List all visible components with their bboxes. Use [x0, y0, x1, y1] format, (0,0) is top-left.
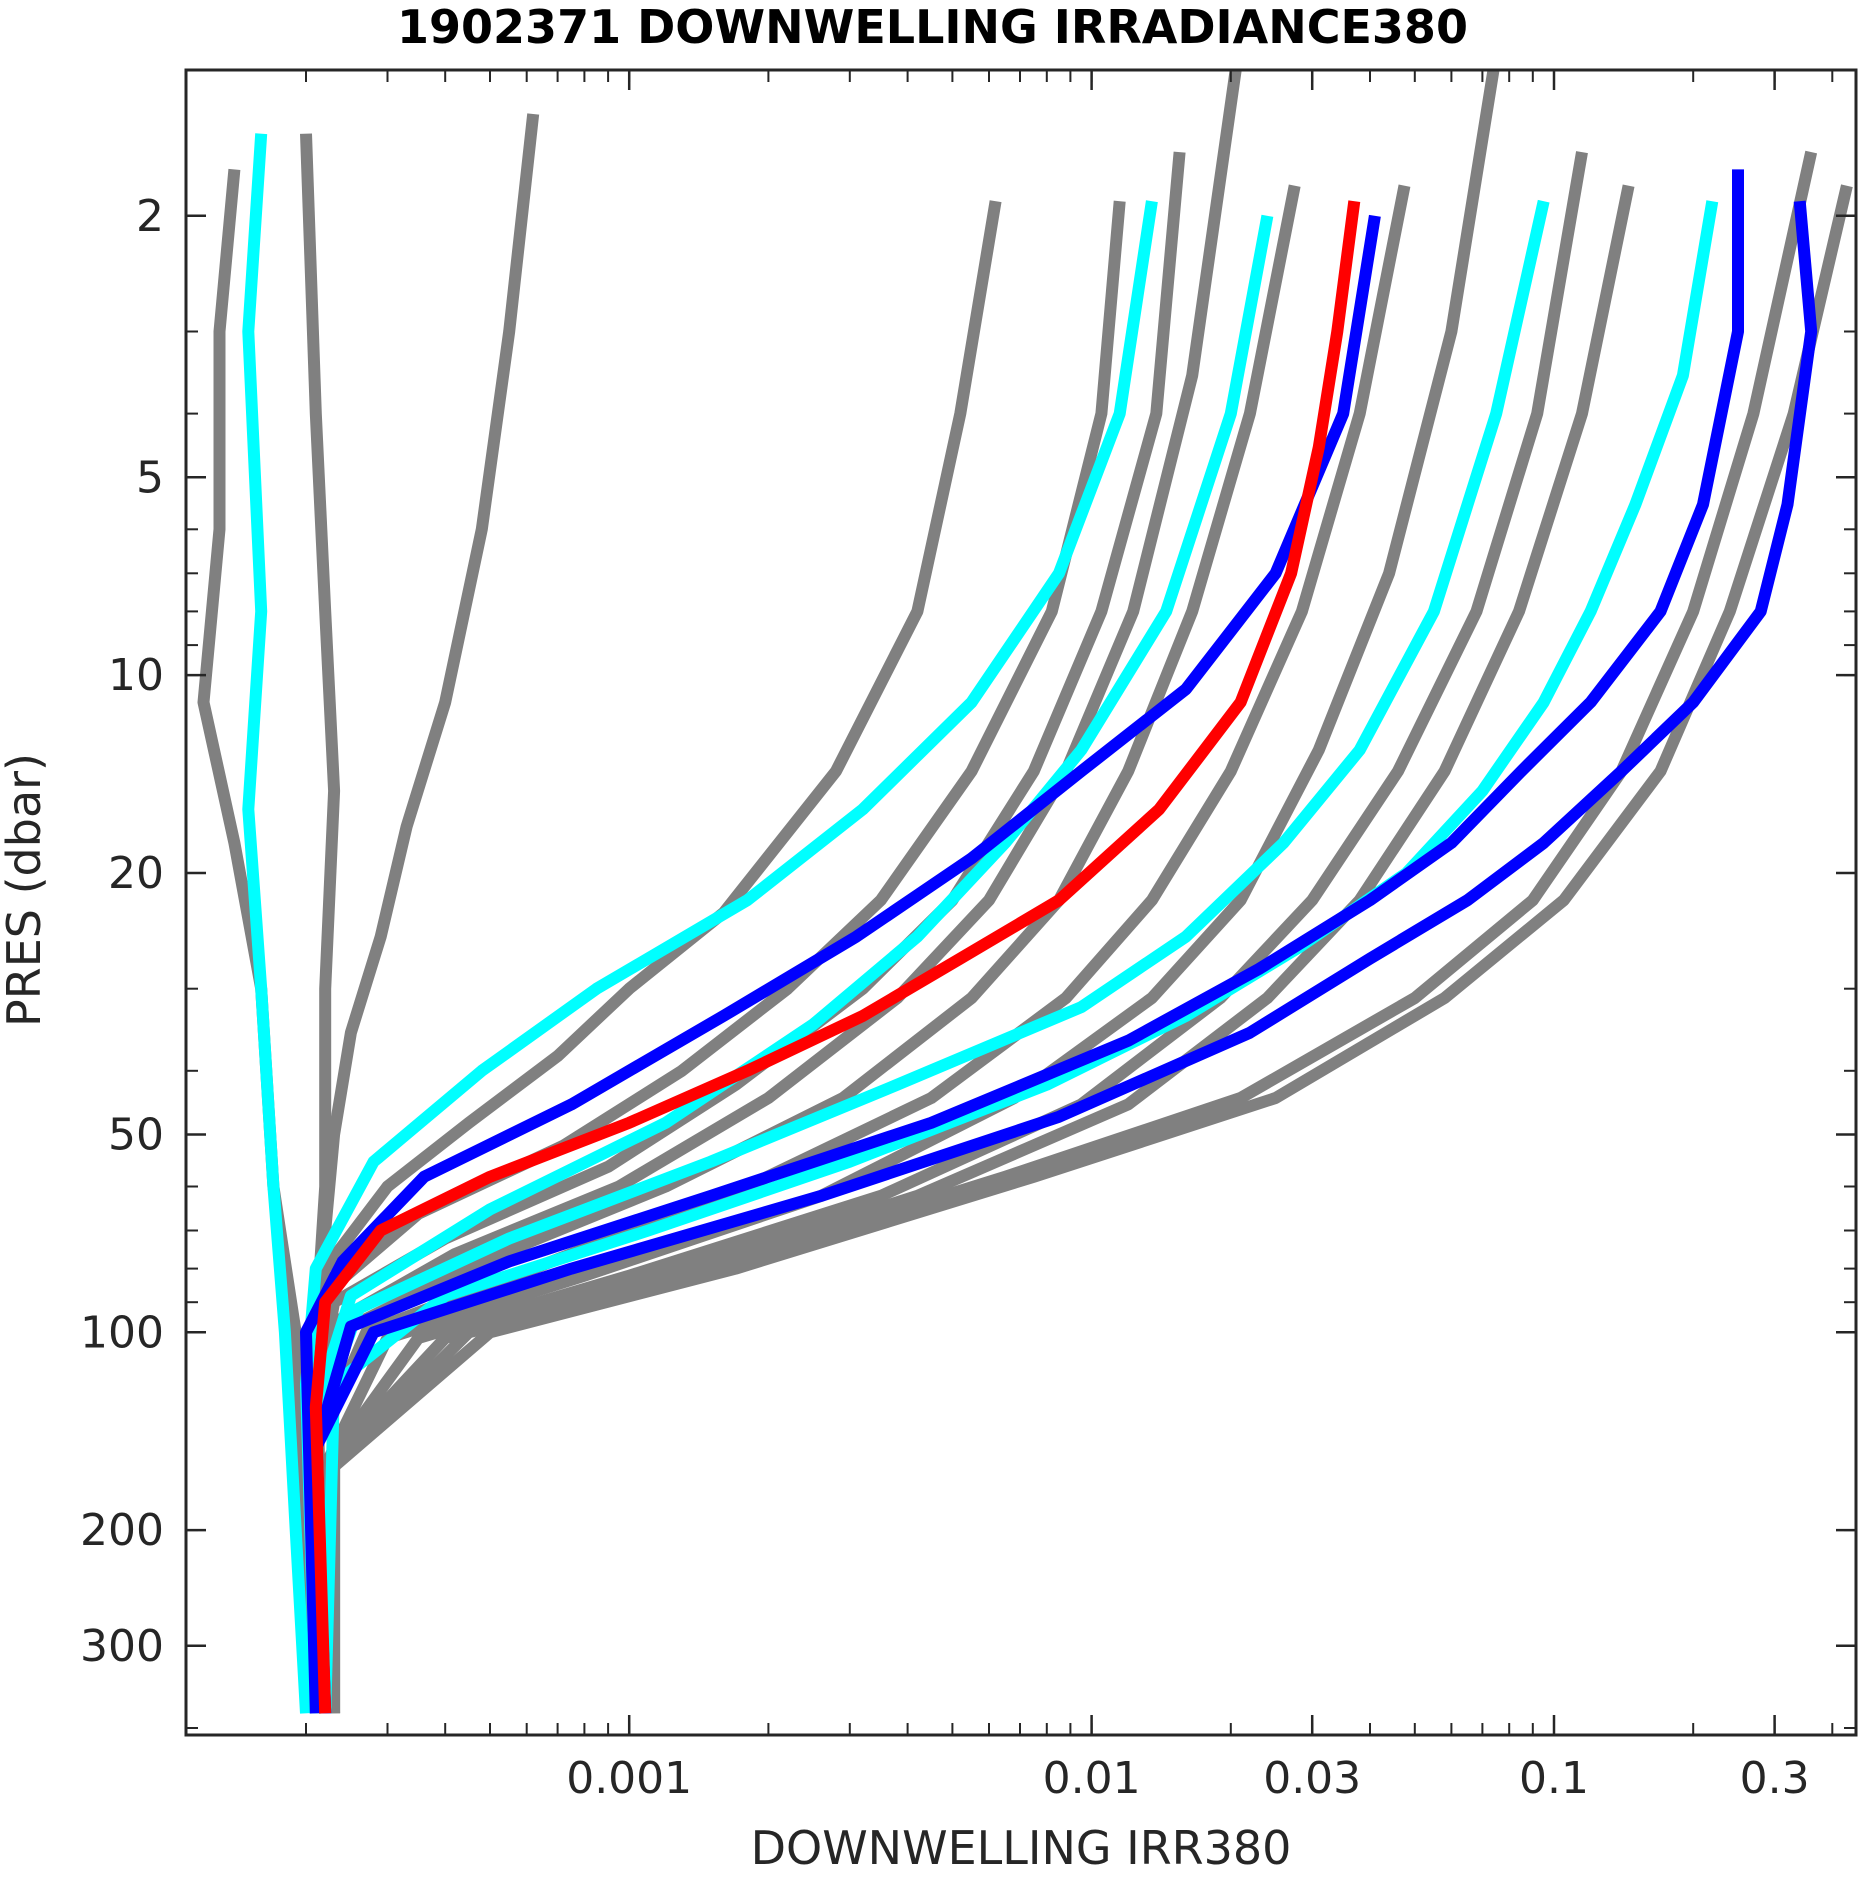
series-line-highlight-blue-21 [309, 200, 1818, 1714]
y-tick-label: 50 [108, 1110, 164, 1161]
series-line-other-5 [309, 184, 1301, 1714]
y-tick-label: 10 [108, 650, 164, 701]
series-line-highlight-cyan-14 [300, 200, 1158, 1714]
x-tick-label: 0.01 [1043, 1753, 1141, 1804]
x-tick-label: 0.3 [1740, 1753, 1810, 1804]
series-line-highlight-blue-19 [300, 214, 1381, 1714]
series-line-highlight-blue-20 [309, 169, 1744, 1714]
series-line-highlight-cyan-15 [309, 214, 1274, 1714]
y-tick-label: 2 [136, 191, 164, 242]
series-line-other-3 [309, 151, 1186, 1714]
x-tick-label: 0.1 [1519, 1753, 1589, 1804]
series-line-highlight-cyan-16 [309, 199, 1550, 1714]
y-tick-label: 5 [136, 452, 164, 503]
series-line-other-4 [309, 70, 1242, 1714]
y-tick-label: 20 [108, 848, 164, 899]
series-line-other-11 [328, 150, 1818, 1714]
x-tick-label: 0.03 [1263, 1753, 1361, 1804]
series-line-other-7 [319, 70, 1500, 1714]
series-line-other-8 [319, 151, 1588, 1714]
x-axis-label: DOWNWELLING IRR380 [750, 1821, 1292, 1875]
series-line-other-0 [309, 113, 540, 1714]
y-tick-label: 300 [80, 1621, 164, 1672]
y-tick-label: 100 [80, 1307, 164, 1358]
series-line-current-22 [309, 200, 1361, 1714]
series-line-other-2 [300, 200, 1126, 1714]
series-line-highlight-cyan-17 [319, 200, 1719, 1714]
series-line-other-6 [309, 184, 1411, 1714]
series-line-highlight-cyan-18 [242, 133, 312, 1714]
x-tick-label: 0.001 [566, 1753, 692, 1804]
y-tick-label: 200 [80, 1505, 164, 1556]
series-line-other-10 [328, 184, 1853, 1714]
chart-title: 1902371 DOWNWELLING IRRADIANCE380 [397, 0, 1468, 54]
series-line-other-12 [197, 168, 322, 1714]
